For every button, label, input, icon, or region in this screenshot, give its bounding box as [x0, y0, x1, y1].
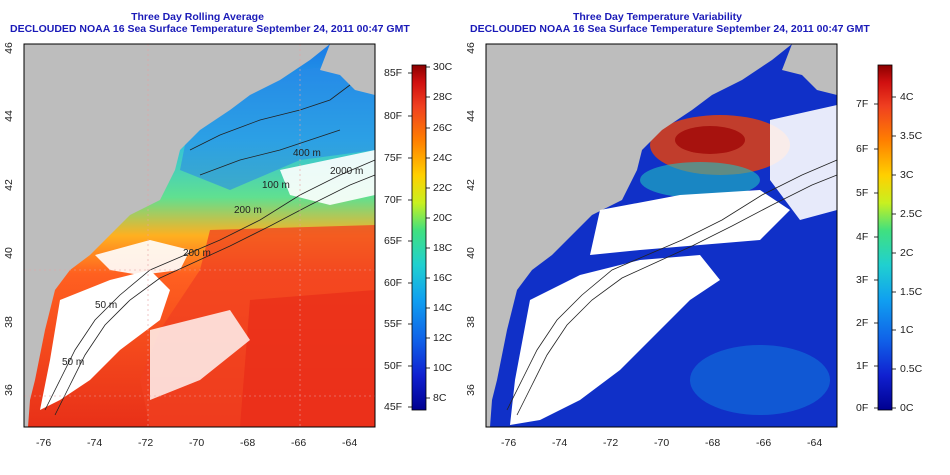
right-title-line2: DECLOUDED NOAA 16 Sea Surface Temperatur… [470, 23, 870, 35]
right-colorbar-c-label: 1C [900, 324, 914, 336]
left-colorbar-f-label: 65F [384, 235, 403, 247]
right-colorbar [877, 64, 893, 411]
right-x-tick: -68 [705, 437, 721, 449]
right-colorbar-f-label: 1F [856, 360, 869, 372]
right-colorbar-f-label: 7F [856, 98, 869, 110]
right-x-tick: -66 [756, 437, 772, 449]
right-y-tick: 46 [464, 42, 477, 54]
left-x-tick: -74 [87, 437, 103, 449]
right-cloud-mask [510, 255, 720, 425]
left-bathymetry-contours [44, 84, 376, 416]
left-x-tick: -64 [342, 437, 358, 449]
right-colorbar-c-label: 2C [900, 247, 914, 259]
left-y-tick: 44 [2, 110, 15, 122]
right-map [485, 43, 838, 428]
left-y-tick: 42 [2, 179, 15, 191]
left-y-tick: 38 [2, 316, 15, 328]
right-x-tick: -70 [654, 437, 670, 449]
left-map [23, 43, 376, 428]
left-colorbar-f-label: 50F [384, 360, 403, 372]
left-colorbar-c-label: 18C [433, 242, 453, 254]
left-x-tick: -72 [138, 437, 154, 449]
right-colorbar-f-label: 0F [856, 402, 869, 414]
left-title-line2: DECLOUDED NOAA 16 Sea Surface Temperatur… [10, 23, 410, 35]
left-contour-label: 200 m [183, 248, 211, 259]
left-x-tick: -70 [189, 437, 205, 449]
left-colorbar-f-label: 80F [384, 110, 403, 122]
left-title-line1: Three Day Rolling Average [131, 11, 264, 23]
left-colorbar-f-label: 55F [384, 318, 403, 330]
left-colorbar-c-label: 10C [433, 362, 453, 374]
left-map-frame [23, 43, 376, 428]
right-colorbar-f-label: 2F [856, 317, 869, 329]
left-x-tick: -76 [36, 437, 52, 449]
left-colorbar-c-label: 16C [433, 272, 453, 284]
left-contour-label: 100 m [262, 180, 290, 191]
left-graticule [24, 44, 375, 427]
right-colorbar-f-label: 4F [856, 231, 869, 243]
left-contour-label: 200 m [234, 205, 262, 216]
right-colorbar-f-label: 6F [856, 143, 869, 155]
right-x-tick: -72 [603, 437, 619, 449]
left-y-tick: 40 [2, 247, 15, 259]
left-colorbar-c-label: 22C [433, 182, 453, 194]
right-y-tick: 40 [464, 247, 477, 259]
right-x-tick: -76 [501, 437, 517, 449]
right-land [486, 44, 792, 427]
left-colorbar-c-label: 14C [433, 302, 453, 314]
left-colorbar-f-label: 45F [384, 401, 403, 413]
left-colorbar-c-label: 20C [433, 212, 453, 224]
left-y-tick: 46 [2, 42, 15, 54]
right-map-frame [485, 43, 838, 428]
right-colorbar-c-label: 1.5C [900, 286, 923, 298]
left-land [24, 44, 330, 427]
left-x-tick: -68 [240, 437, 256, 449]
left-contour-label: 50 m [62, 357, 85, 368]
left-colorbar-f-label: 60F [384, 277, 403, 289]
right-x-tick: -74 [552, 437, 568, 449]
left-colorbar-f-label: 70F [384, 194, 403, 206]
left-contour-label: 50 m [95, 300, 118, 311]
left-colorbar-f-label: 85F [384, 67, 403, 79]
right-y-tick: 44 [464, 110, 477, 122]
left-colorbar-c-label: 28C [433, 91, 453, 103]
left-colorbar-f-label: 75F [384, 152, 403, 164]
right-colorbar-c-label: 3C [900, 169, 914, 181]
left-colorbar-c-label: 12C [433, 332, 453, 344]
right-y-tick: 38 [464, 316, 477, 328]
left-contour-label: 400 m [293, 148, 321, 159]
left-contour-label: 2000 m [330, 166, 364, 177]
left-colorbar-c-label: 24C [433, 152, 453, 164]
right-y-tick: 42 [464, 179, 477, 191]
right-title-line1: Three Day Temperature Variability [572, 11, 743, 23]
right-colorbar-c-label: 3.5C [900, 130, 923, 142]
right-bathymetry-contours [506, 159, 838, 416]
left-colorbar [411, 64, 427, 411]
right-colorbar-c-label: 0C [900, 402, 914, 414]
right-x-tick: -64 [807, 437, 823, 449]
left-x-tick: -66 [291, 437, 307, 449]
left-y-tick: 36 [2, 384, 15, 396]
right-colorbar-c-label: 2.5C [900, 208, 923, 220]
right-y-tick: 36 [464, 384, 477, 396]
right-colorbar-f-label: 3F [856, 274, 869, 286]
right-colorbar-f-label: 5F [856, 187, 869, 199]
right-colorbar-c-label: 0.5C [900, 363, 923, 375]
left-colorbar-c-label: 26C [433, 122, 453, 134]
right-colorbar-c-label: 4C [900, 91, 914, 103]
left-colorbar-c-label: 30C [433, 61, 453, 73]
left-colorbar-c-label: 8C [433, 392, 447, 404]
